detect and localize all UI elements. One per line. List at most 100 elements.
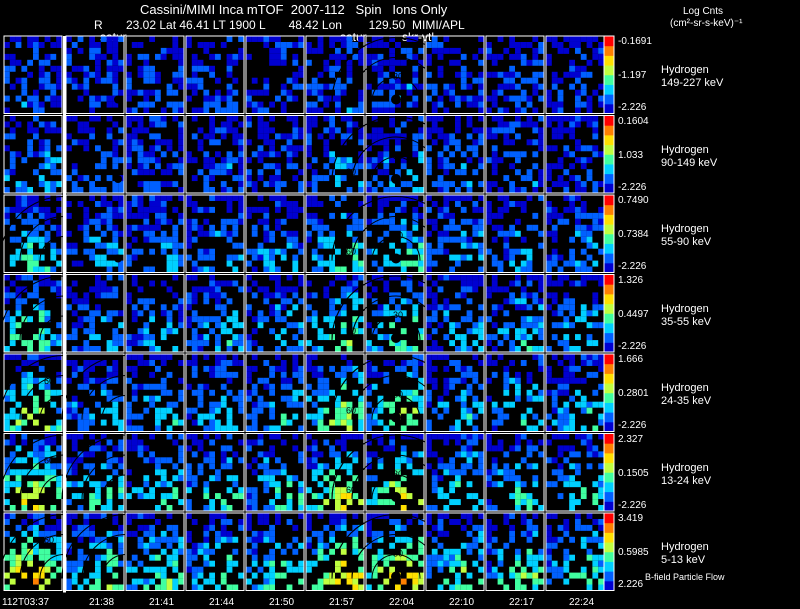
pixel: [33, 407, 39, 414]
pixel: [478, 71, 484, 78]
pixel: [100, 163, 107, 170]
pixel: [497, 481, 504, 488]
pixel: [298, 328, 304, 335]
pixel: [100, 481, 107, 488]
pixel: [377, 310, 384, 317]
pixel: [509, 77, 515, 84]
pixel: [186, 157, 192, 164]
pixel: [437, 463, 444, 470]
pixel: [503, 377, 510, 384]
pixel: [112, 36, 119, 42]
panel-frame: [245, 35, 305, 114]
pixel: [546, 524, 552, 531]
pixel: [126, 59, 132, 66]
pixel: [389, 133, 395, 140]
pixel: [478, 139, 484, 146]
pixel: [426, 169, 432, 176]
pixel: [377, 346, 384, 352]
pixel: [311, 505, 318, 511]
pixel: [352, 121, 359, 128]
pixel: [292, 42, 299, 48]
pixel: [118, 195, 124, 201]
pixel: [311, 346, 318, 352]
pixel: [4, 499, 10, 506]
pixel: [238, 212, 244, 219]
pixel: [226, 101, 233, 108]
pixel: [371, 163, 378, 170]
pixel: [191, 107, 198, 114]
pixel: [112, 42, 119, 48]
pixel: [431, 83, 438, 90]
pixel: [149, 121, 155, 128]
pixel: [329, 36, 335, 42]
pixel: [346, 59, 353, 66]
pixel: [491, 280, 498, 287]
pixel: [269, 481, 275, 488]
pixel: [426, 242, 432, 249]
pixel: [466, 433, 473, 440]
pixel: [209, 407, 215, 414]
pixel: [292, 260, 299, 267]
pixel: [232, 230, 239, 237]
pixel: [406, 560, 413, 567]
pixel: [460, 316, 467, 323]
pixel: [44, 163, 51, 170]
pixel: [580, 236, 587, 243]
pixel: [38, 121, 45, 128]
pixel: [226, 163, 233, 170]
pixel: [443, 548, 450, 555]
pixel: [50, 475, 57, 482]
pixel: [15, 201, 22, 207]
pixel: [71, 115, 78, 122]
pixel: [352, 280, 359, 287]
pixel: [598, 524, 604, 531]
pixel: [44, 328, 51, 335]
pixel: [21, 201, 28, 207]
pixel: [437, 487, 444, 494]
pixel: [251, 230, 258, 237]
pixel: [118, 542, 124, 549]
pixel: [449, 181, 455, 188]
pixel: [232, 280, 239, 287]
colorbar-segment: [604, 402, 614, 413]
pixel: [197, 340, 204, 347]
pixel: [406, 260, 413, 267]
pixel: [486, 499, 492, 506]
pixel: [21, 195, 28, 201]
pixel: [306, 383, 312, 390]
pixel: [426, 530, 432, 537]
pixel: [460, 413, 467, 420]
pixel: [50, 169, 57, 176]
pixel: [197, 230, 204, 237]
pixel: [323, 407, 330, 414]
pixel: [497, 121, 504, 128]
pixel: [472, 524, 479, 531]
pixel: [563, 260, 570, 267]
pixel: [149, 530, 155, 537]
panel-frame: [365, 433, 425, 512]
pixel: [466, 407, 473, 414]
pixel: [251, 554, 258, 561]
pixel: [389, 121, 395, 128]
pixel: [269, 175, 275, 182]
pixel: [178, 578, 184, 585]
pixel: [546, 163, 552, 170]
pixel: [329, 578, 335, 585]
pixel: [95, 566, 101, 573]
pixel: [89, 365, 95, 372]
pixel: [238, 139, 244, 146]
pixel: [89, 187, 95, 193]
pixel: [275, 206, 281, 213]
pixel: [197, 566, 204, 573]
pixel: [50, 439, 57, 446]
pixel: [38, 151, 45, 158]
pixel: [21, 298, 28, 305]
pixel: [335, 163, 341, 170]
time-label: 21:50: [269, 597, 295, 608]
pixel: [155, 519, 161, 525]
pixel: [515, 101, 521, 108]
pixel: [412, 206, 419, 213]
pixel: [172, 254, 179, 261]
pixel: [95, 254, 101, 261]
pixel: [143, 181, 150, 188]
